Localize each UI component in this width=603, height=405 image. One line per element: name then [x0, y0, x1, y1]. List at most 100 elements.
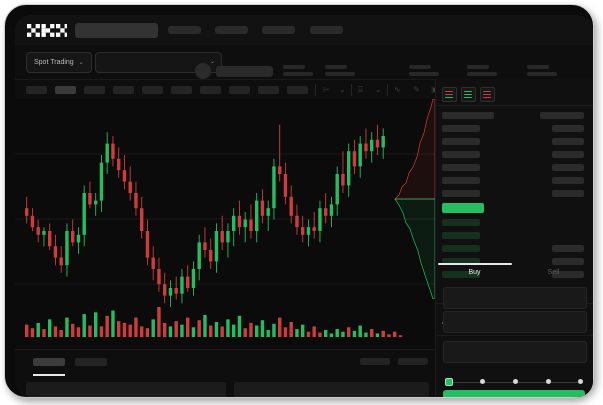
- orderbook-bid-amount: [552, 245, 584, 252]
- active-tab-underline: [33, 374, 65, 376]
- bottom-action-1[interactable]: [360, 358, 390, 365]
- timeframe-4[interactable]: [113, 86, 134, 94]
- bottom-card-left: [26, 382, 226, 397]
- stat-24h-change: [325, 65, 355, 76]
- camera-icon[interactable]: ▣: [431, 85, 439, 95]
- timeframe-2[interactable]: [55, 86, 76, 94]
- toolbar-divider: [315, 84, 316, 96]
- timeframe-6[interactable]: [171, 86, 192, 94]
- nav-item-3[interactable]: [262, 26, 295, 34]
- orderbook-ask-row[interactable]: [442, 177, 480, 184]
- orderbook-ask-row[interactable]: [442, 151, 480, 158]
- timeframe-8[interactable]: [229, 86, 250, 94]
- orderbook-ask-amount: [552, 138, 584, 145]
- nav-item-2[interactable]: [215, 26, 248, 34]
- orderbook-bid-row[interactable]: [442, 258, 480, 265]
- order-total-input[interactable]: [443, 341, 587, 363]
- buy-tab-underline: [438, 263, 512, 265]
- orderbook-view-modes: [442, 87, 495, 102]
- stat-value: [283, 72, 313, 76]
- app-screen: Spot Trading ⌄ ⌄: [15, 15, 593, 397]
- tab-buy[interactable]: Buy: [468, 269, 481, 276]
- bottom-card-right: [234, 382, 429, 397]
- tab-open-orders[interactable]: [33, 358, 65, 366]
- price-chart[interactable]: [15, 99, 435, 349]
- timeframe-10[interactable]: [287, 86, 308, 94]
- stat-24h-low: [467, 65, 497, 76]
- amount-percent-slider[interactable]: [445, 378, 583, 386]
- orderbook-bid-row[interactable]: [442, 219, 480, 226]
- global-search-input[interactable]: [75, 23, 158, 38]
- orderbook-ask-amount: [552, 125, 584, 132]
- timeframe-5[interactable]: [142, 86, 163, 94]
- orderbook-last-price: [442, 203, 484, 213]
- toolbar-divider: [351, 84, 352, 96]
- timeframe-7[interactable]: [200, 86, 221, 94]
- market-type-dropdown[interactable]: Spot Trading ⌄: [26, 52, 92, 73]
- candlestick-canvas: [15, 124, 435, 337]
- chart-type-chevron-down-icon[interactable]: ⌄: [375, 85, 382, 94]
- nav-item-1[interactable]: [168, 26, 201, 34]
- orderbook-mode-asks-icon[interactable]: [480, 87, 495, 102]
- form-divider: [435, 335, 593, 336]
- orderbook-ask-amount: [540, 112, 584, 119]
- order-amount-input[interactable]: [443, 311, 587, 333]
- tab-order-history[interactable]: [75, 358, 107, 366]
- orderbook-ask-row[interactable]: [442, 190, 480, 197]
- orderbook-bid-amount: [552, 258, 584, 265]
- place-buy-order-button[interactable]: [443, 390, 585, 397]
- stat-label: [283, 65, 305, 69]
- chevron-down-icon: ⌄: [209, 59, 215, 65]
- toolbar-divider: [387, 84, 388, 96]
- indicators-icon[interactable]: ∿: [394, 85, 401, 94]
- nav-item-4[interactable]: [310, 26, 343, 34]
- orderbook-header-divider: [436, 105, 593, 106]
- interval-chevron-down-icon[interactable]: ⌄: [339, 85, 346, 94]
- orderbook-depth-overlay: [393, 98, 436, 300]
- device-bezel: Spot Trading ⌄ ⌄: [4, 4, 594, 398]
- orderbook-ask-amount: [552, 151, 584, 158]
- okx-logo[interactable]: [27, 24, 67, 37]
- tab-sell[interactable]: Sell: [547, 269, 560, 276]
- stat-value: [527, 72, 557, 76]
- orderbook-bid-row[interactable]: [442, 271, 480, 278]
- orderbook-ask-amount: [552, 164, 584, 171]
- stat-label: [527, 65, 549, 69]
- stat-last-price: [283, 65, 313, 76]
- timeframe-9[interactable]: [258, 86, 279, 94]
- bottom-action-2[interactable]: [398, 358, 428, 365]
- slider-stop-50[interactable]: [513, 379, 518, 384]
- stat-label: [325, 65, 347, 69]
- timeframe-3[interactable]: [84, 86, 105, 94]
- market-type-label: Spot Trading: [34, 59, 74, 66]
- stat-24h-volume: [527, 65, 557, 76]
- top-navigation-bar: [15, 15, 593, 45]
- drawing-pencil-icon[interactable]: ✎: [413, 85, 420, 94]
- orderbook-ask-row[interactable]: [442, 164, 480, 171]
- pair-selector-dropdown[interactable]: ⌄: [95, 52, 222, 73]
- orderbook-mode-bids-icon[interactable]: [461, 87, 476, 102]
- order-price-input[interactable]: [443, 287, 587, 309]
- orderbook-ask-row[interactable]: [442, 112, 494, 119]
- orderbook-bid-row[interactable]: [442, 232, 480, 239]
- trade-form-tabs: Buy Sell: [435, 263, 593, 285]
- orderbook-ask-amount: [552, 190, 584, 197]
- orderbook-ask-row[interactable]: [442, 138, 480, 145]
- interval-icon[interactable]: ⌲: [323, 85, 330, 94]
- stat-value: [325, 72, 355, 76]
- slider-stop-75[interactable]: [546, 379, 551, 384]
- timeframe-1[interactable]: [26, 86, 47, 94]
- stat-label: [467, 65, 489, 69]
- slider-handle[interactable]: [445, 378, 453, 386]
- stat-24h-high: [409, 65, 439, 76]
- pair-name-label: [216, 66, 273, 77]
- orders-panel: [15, 349, 435, 397]
- slider-stop-100[interactable]: [578, 379, 583, 384]
- chart-type-icon[interactable]: ⌸: [358, 85, 363, 94]
- orderbook-bid-row[interactable]: [442, 245, 480, 252]
- orderbook-bid-amount: [552, 271, 584, 278]
- orderbook-mode-both-icon[interactable]: [442, 87, 457, 102]
- slider-stop-25[interactable]: [480, 379, 485, 384]
- orderbook-ask-row[interactable]: [442, 125, 480, 132]
